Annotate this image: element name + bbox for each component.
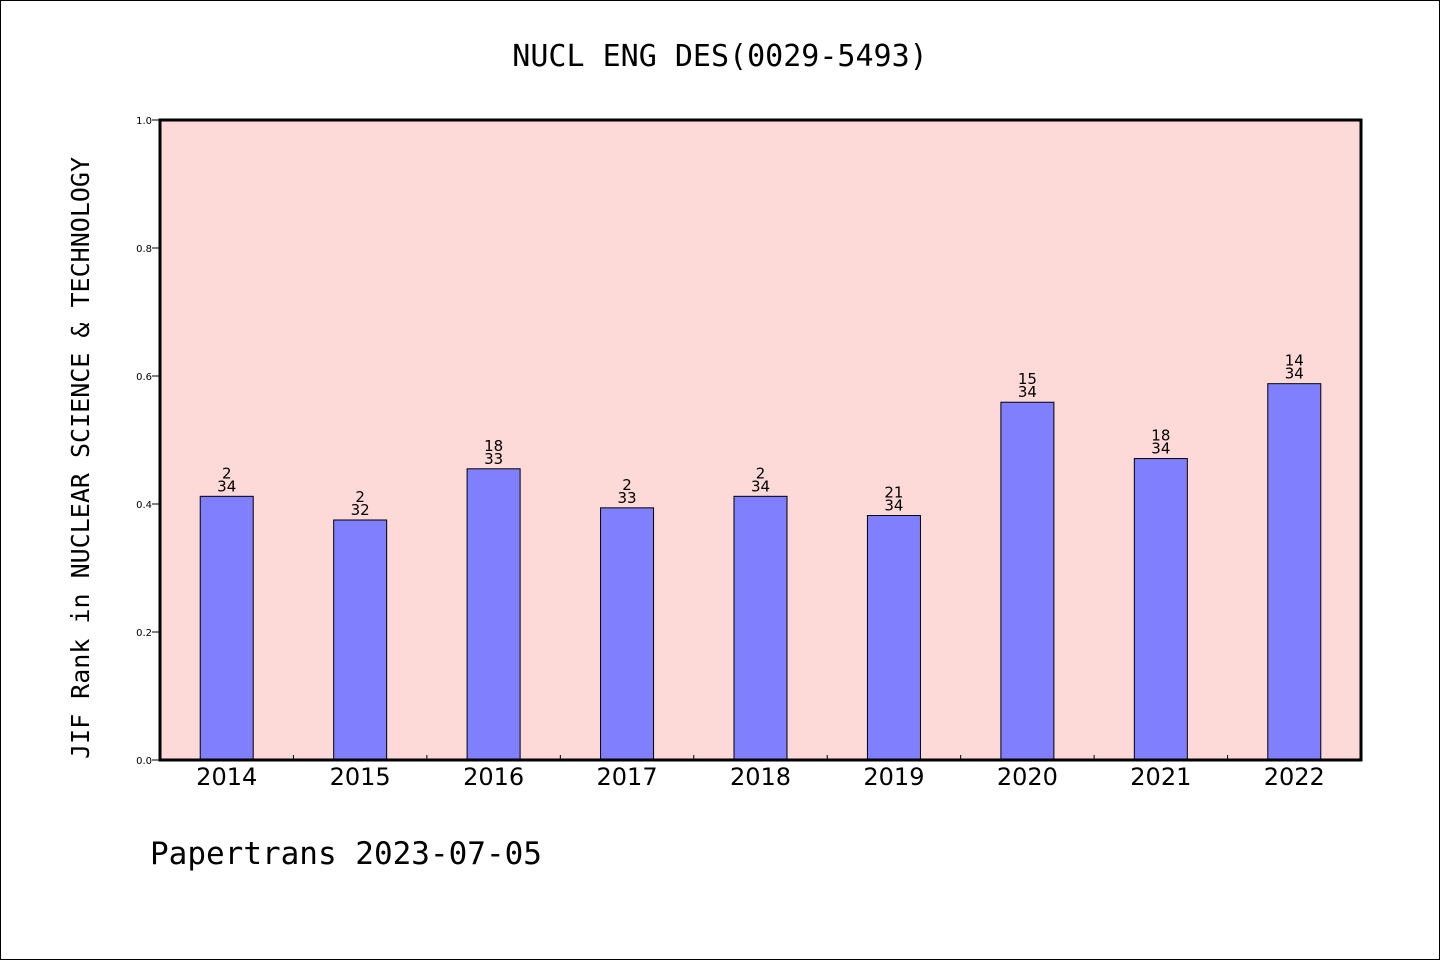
bar xyxy=(733,495,788,761)
y-tick-label: 0.6 xyxy=(136,372,152,383)
data-label-total: 32 xyxy=(351,501,370,519)
data-label-total: 34 xyxy=(1151,440,1170,458)
plot-border xyxy=(158,118,1363,762)
x-tick-label: 2014 xyxy=(196,763,257,791)
chart-title: NUCL ENG DES(0029-5493) xyxy=(512,39,927,74)
x-tick-label: 2022 xyxy=(1264,763,1325,791)
y-tick-label: 0.4 xyxy=(136,500,152,511)
data-label-total: 34 xyxy=(751,477,770,495)
data-label-total: 33 xyxy=(618,489,637,507)
bar xyxy=(466,468,521,761)
data-label-rank: 2 xyxy=(222,464,232,482)
data-label-rank: 2 xyxy=(756,464,766,482)
bar xyxy=(199,495,254,761)
bar xyxy=(600,507,655,761)
x-tick-label: 2021 xyxy=(1130,763,1191,791)
y-tick-label: 0.2 xyxy=(136,628,152,639)
data-label-rank: 2 xyxy=(355,488,365,506)
x-tick-label: 2020 xyxy=(997,763,1058,791)
data-label-rank: 2 xyxy=(622,476,632,494)
y-axis-label: JIF Rank in NUCLEAR SCIENCE & TECHNOLOGY xyxy=(66,157,95,759)
data-label-rank: 15 xyxy=(1018,370,1037,388)
bar xyxy=(333,519,388,761)
data-label-rank: 18 xyxy=(484,437,503,455)
x-tick-label: 2019 xyxy=(863,763,924,791)
data-label-rank: 14 xyxy=(1285,352,1304,370)
data-label-total: 34 xyxy=(884,497,903,515)
footer-credit: Papertrans 2023-07-05 xyxy=(150,836,542,872)
data-label-total: 34 xyxy=(1285,365,1304,383)
x-tick-label: 2015 xyxy=(330,763,391,791)
y-tick-label: 0.8 xyxy=(136,244,152,255)
bar xyxy=(1133,458,1188,761)
bar xyxy=(1000,401,1055,761)
bar xyxy=(1267,383,1322,761)
data-label-rank: 18 xyxy=(1151,427,1170,445)
y-tick-label: 1.0 xyxy=(136,116,152,127)
data-label-total: 33 xyxy=(484,450,503,468)
x-tick-label: 2018 xyxy=(730,763,791,791)
y-tick-label: 0.0 xyxy=(136,756,152,767)
x-tick-label: 2016 xyxy=(463,763,524,791)
data-label-total: 34 xyxy=(1018,383,1037,401)
x-tick-label: 2017 xyxy=(597,763,658,791)
data-label-total: 34 xyxy=(217,477,236,495)
bar xyxy=(866,515,921,761)
data-label-rank: 21 xyxy=(884,484,903,502)
